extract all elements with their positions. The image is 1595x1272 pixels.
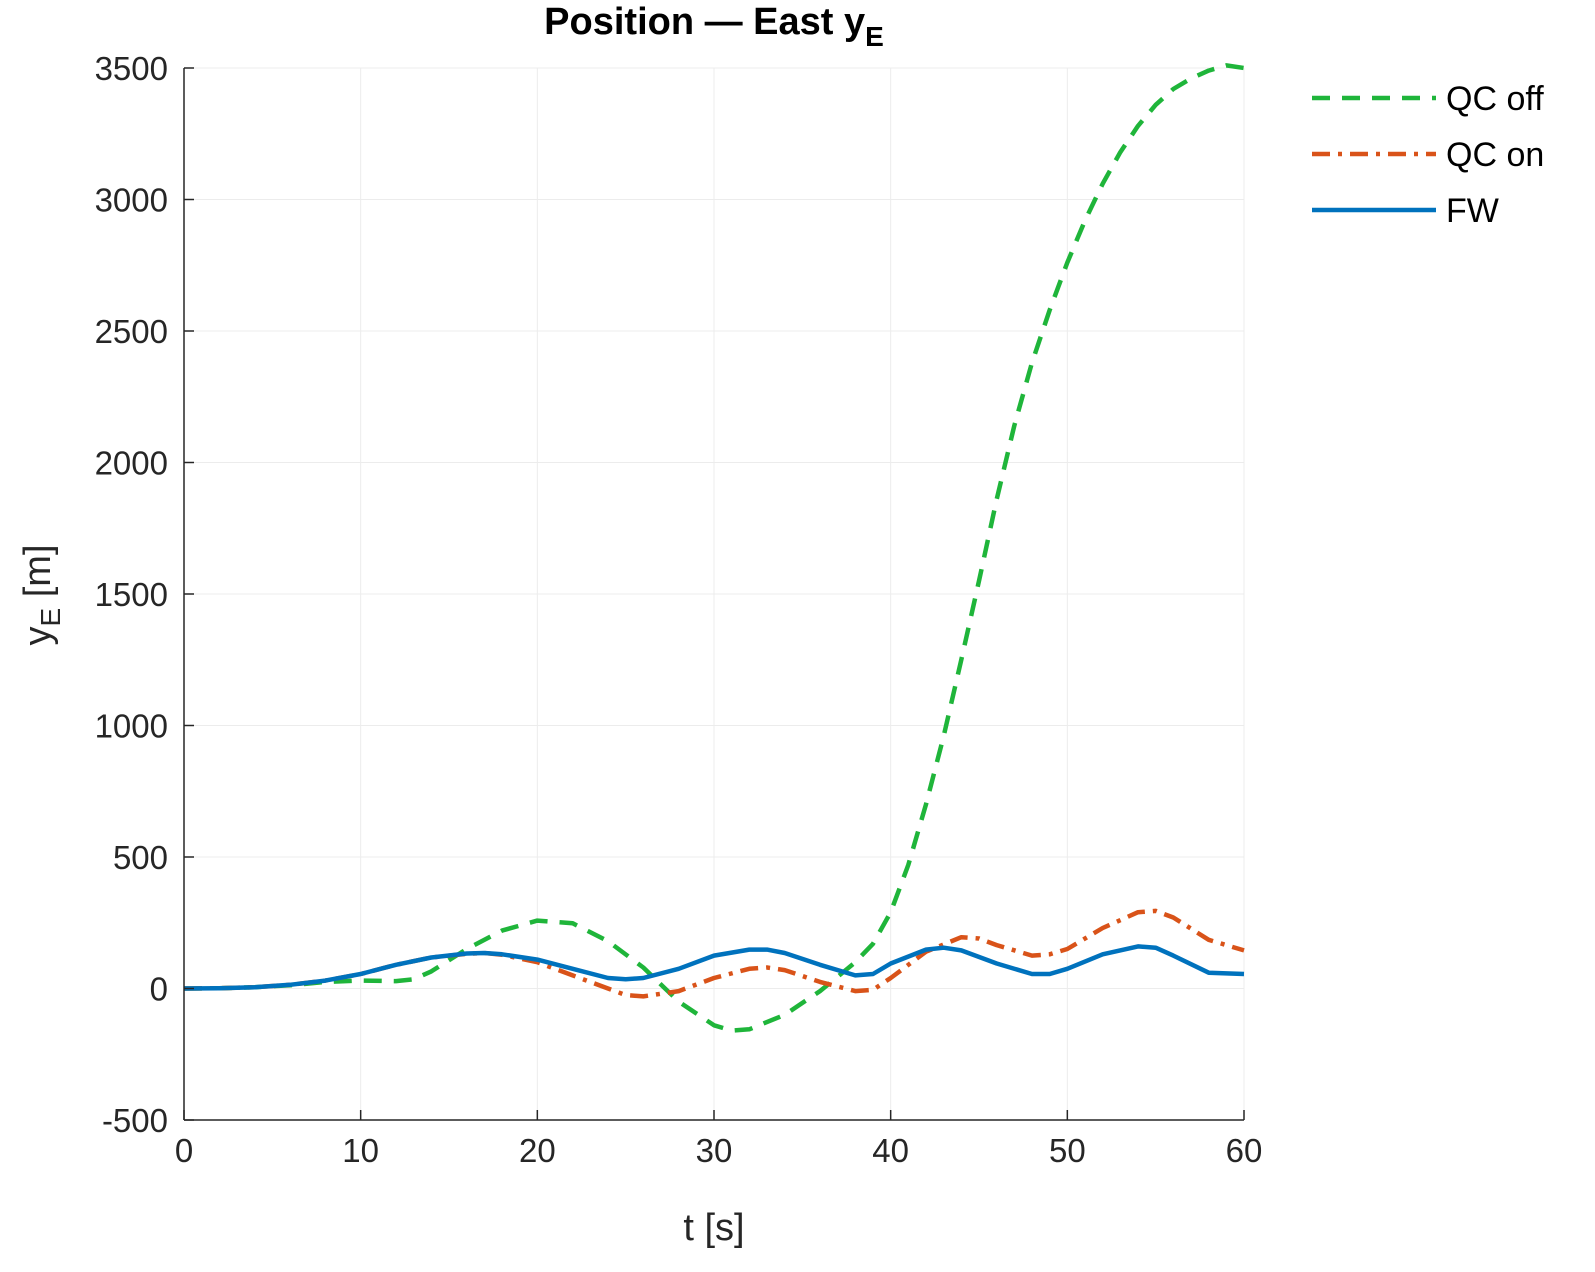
y-tick-label: 2500 — [95, 313, 168, 350]
series-line-qc-on — [183, 908, 1245, 999]
y-tick-label: 3500 — [95, 50, 168, 87]
x-tick-label: 0 — [175, 1132, 193, 1169]
x-tick-label: 20 — [519, 1132, 556, 1169]
x-tick-label: 30 — [696, 1132, 733, 1169]
chart-title: Position — East yE — [544, 1, 884, 52]
legend-label-qc-off: QC off — [1446, 80, 1544, 118]
y-tick-label: 1500 — [95, 576, 168, 613]
legend-label-fw: FW — [1446, 192, 1499, 230]
y-tick-label: 0 — [150, 971, 168, 1008]
y-tick-label: 500 — [113, 839, 168, 876]
y-tick-label: 3000 — [95, 182, 168, 219]
y-tick-label: -500 — [102, 1102, 168, 1139]
grid — [183, 67, 1245, 1121]
y-axis-label: yE [m] — [17, 544, 66, 645]
chart-title-subscript: E — [865, 21, 884, 52]
x-tick-label: 40 — [872, 1132, 909, 1169]
legend-label-qc-on: QC on — [1446, 136, 1544, 174]
x-tick-label: 10 — [342, 1132, 379, 1169]
legend: QC off QC on FW — [1312, 80, 1544, 230]
x-axis-label: t [s] — [683, 1207, 744, 1249]
axes: 0 10 20 30 40 50 60-50005001000150020002500300… — [95, 50, 1263, 1169]
series-line-fw — [183, 944, 1245, 991]
y-tick-label: 2000 — [95, 445, 168, 482]
y-tick-label: 1000 — [95, 708, 168, 745]
y-axis-label-unit: [m] — [17, 544, 59, 607]
x-tick-label: 60 — [1226, 1132, 1263, 1169]
y-axis-label-subscript: E — [35, 608, 66, 627]
series-layer — [183, 63, 1245, 1033]
x-tick-label: 50 — [1049, 1132, 1086, 1169]
